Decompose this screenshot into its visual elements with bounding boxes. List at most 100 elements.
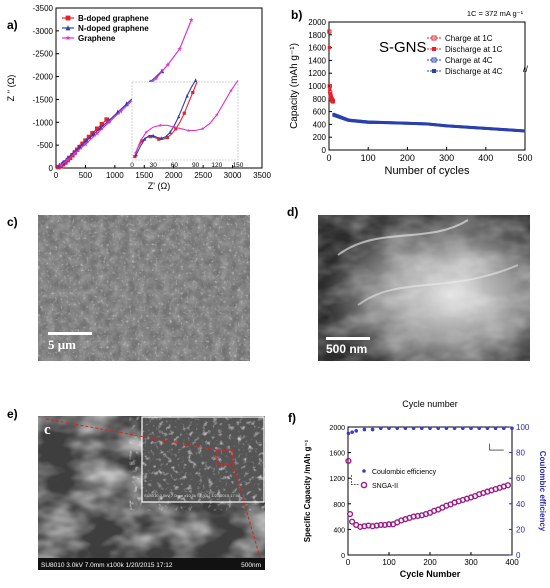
y-tick-label-b: 1800 [308, 31, 326, 40]
sem-texture-c [38, 215, 250, 361]
legend-label-b: Discharge at 1C [445, 45, 503, 54]
sem-texture-d [318, 215, 530, 361]
e-footer-right: 500nm [241, 562, 261, 569]
guide-line-f-left [350, 475, 359, 485]
y-tick-label-b: 1200 [308, 69, 326, 78]
data-point-b-4c [522, 129, 526, 133]
data-point-f-cap [348, 518, 356, 525]
annotation-main-b: S-GNS [379, 39, 427, 56]
data-point-f-ce [395, 426, 399, 431]
panel-label-f: f) [288, 411, 296, 425]
x-tick-label-b: 100 [361, 153, 376, 163]
y-tick-label-b: 1600 [308, 44, 326, 53]
data-point-f-cap [377, 521, 384, 529]
plot-frame-f [347, 426, 513, 556]
inset-data-point-a [215, 113, 219, 117]
data-point-a [90, 131, 95, 136]
x-tick-label-f: 200 [423, 558, 437, 567]
data-point-a [95, 126, 100, 131]
x-tick-label-a: 2500 [194, 171, 212, 180]
inset-data-point-a [229, 88, 233, 93]
inset-data-point-a [194, 78, 198, 82]
y-tick-label-f: 2000 [329, 425, 345, 432]
y-tick-label-b: 400 [313, 120, 327, 129]
data-point-a [94, 130, 100, 136]
data-point-f-ce [485, 426, 490, 431]
chart-title-f: Cycle number [402, 399, 458, 409]
legend-marker-f-cap [360, 481, 368, 489]
chart-b-cycling: 0 100 200 300 400 500 0 200 400 600 800 1000 1200 140… [289, 9, 533, 177]
data-point-b-1c [327, 29, 332, 34]
inset-frame-a [131, 81, 239, 161]
x-axis-label-f: Cycle Number [400, 569, 461, 579]
y-tick-label-a: -3000 [33, 27, 54, 36]
data-point-a [65, 157, 71, 162]
chart-a-nyquist: 0 500 1000 1500 2000 2500 3000 35000-500-1000-1… [6, 4, 271, 191]
x-tick-label-b: 0 [326, 153, 331, 163]
panel-label-d: d) [287, 205, 299, 219]
legend-marker-f-ce [362, 469, 366, 473]
x-tick-label-b: 400 [478, 153, 493, 163]
y2-tick-label-f: 100 [516, 423, 530, 432]
inset-data-point-a [133, 151, 138, 155]
plot-frame-a [55, 7, 263, 169]
inset-data-point-a [144, 130, 148, 134]
inset-data-point-a [151, 133, 155, 138]
x-tick-label-a: 0 [54, 171, 59, 180]
y-tick-label-b: 1400 [308, 56, 326, 65]
inset-x-tick-label-a: 120 [211, 162, 222, 169]
data-point-f-ce [379, 426, 383, 431]
inset-data-point-a [158, 123, 163, 127]
data-point-a [58, 162, 64, 168]
x-tick-label-a: 3000 [224, 171, 242, 180]
x-axis-label-a: Z' (Ω) [148, 181, 170, 191]
x-tick-label-b: 200 [400, 153, 415, 163]
axis-break-b: // [523, 64, 529, 74]
inset-x-tick-label-a: 150 [233, 162, 244, 169]
plot-frame-b [328, 21, 526, 151]
inset-data-point-a [160, 136, 164, 140]
e-letter-label: c [44, 422, 51, 438]
inset-data-point-a [134, 152, 138, 157]
data-point-b-1c [328, 94, 333, 98]
x-tick-label-a: 2000 [165, 171, 183, 180]
data-point-f-ce [452, 426, 457, 431]
inset-data-point-a [140, 139, 144, 143]
guide-line-f-right [489, 443, 504, 451]
data-point-a [118, 108, 124, 114]
legend-marker-b [431, 35, 437, 41]
data-point-b-1c [331, 100, 335, 104]
x-tick-label-a: 1500 [135, 171, 153, 180]
legend-marker-a [65, 35, 71, 41]
legend-marker-b [431, 57, 437, 63]
y-tick-label-f: 1200 [329, 476, 345, 483]
data-point-f-ce [387, 426, 391, 431]
inset-data-point-a [185, 93, 189, 98]
sem-image-d: 500 nm [318, 215, 530, 361]
data-point-f-ce [493, 426, 498, 431]
data-point-b-1c [328, 92, 332, 96]
inset-data-point-a [186, 128, 191, 133]
data-point-f-ce [370, 427, 375, 432]
y2-tick-label-f: 60 [516, 474, 525, 483]
legend-label-a: Graphene [78, 34, 116, 43]
data-point-f-ce [346, 431, 351, 436]
data-point-a [72, 150, 78, 156]
annotation-rate-b: 1C = 372 mA g⁻¹ [467, 9, 524, 18]
data-point-a [106, 119, 112, 125]
y-axis-label-b: Capacity (mAh g⁻¹) [289, 43, 300, 129]
sem-image-e: c SU8010 3.0kV 7.0mm x10.0k SE(UL) 1/20/… [38, 416, 265, 570]
inset-data-point-a [143, 137, 147, 141]
legend-label-a: B-doped graphene [78, 14, 149, 23]
y-tick-label-a: -1500 [33, 95, 54, 104]
y-tick-label-f: 1600 [329, 451, 345, 458]
y-tick-label-a: -1000 [33, 118, 54, 127]
y-tick-label-a: 0 [49, 164, 54, 173]
x-tick-label-f: 0 [346, 558, 351, 567]
x-tick-label-b: 500 [517, 153, 532, 163]
data-point-f-ce [469, 426, 473, 431]
data-point-f-ce [477, 426, 481, 431]
y-tick-label-b: 2000 [308, 18, 326, 27]
data-point-f-ce [436, 426, 440, 431]
y-tick-label-f: 0 [341, 553, 345, 560]
